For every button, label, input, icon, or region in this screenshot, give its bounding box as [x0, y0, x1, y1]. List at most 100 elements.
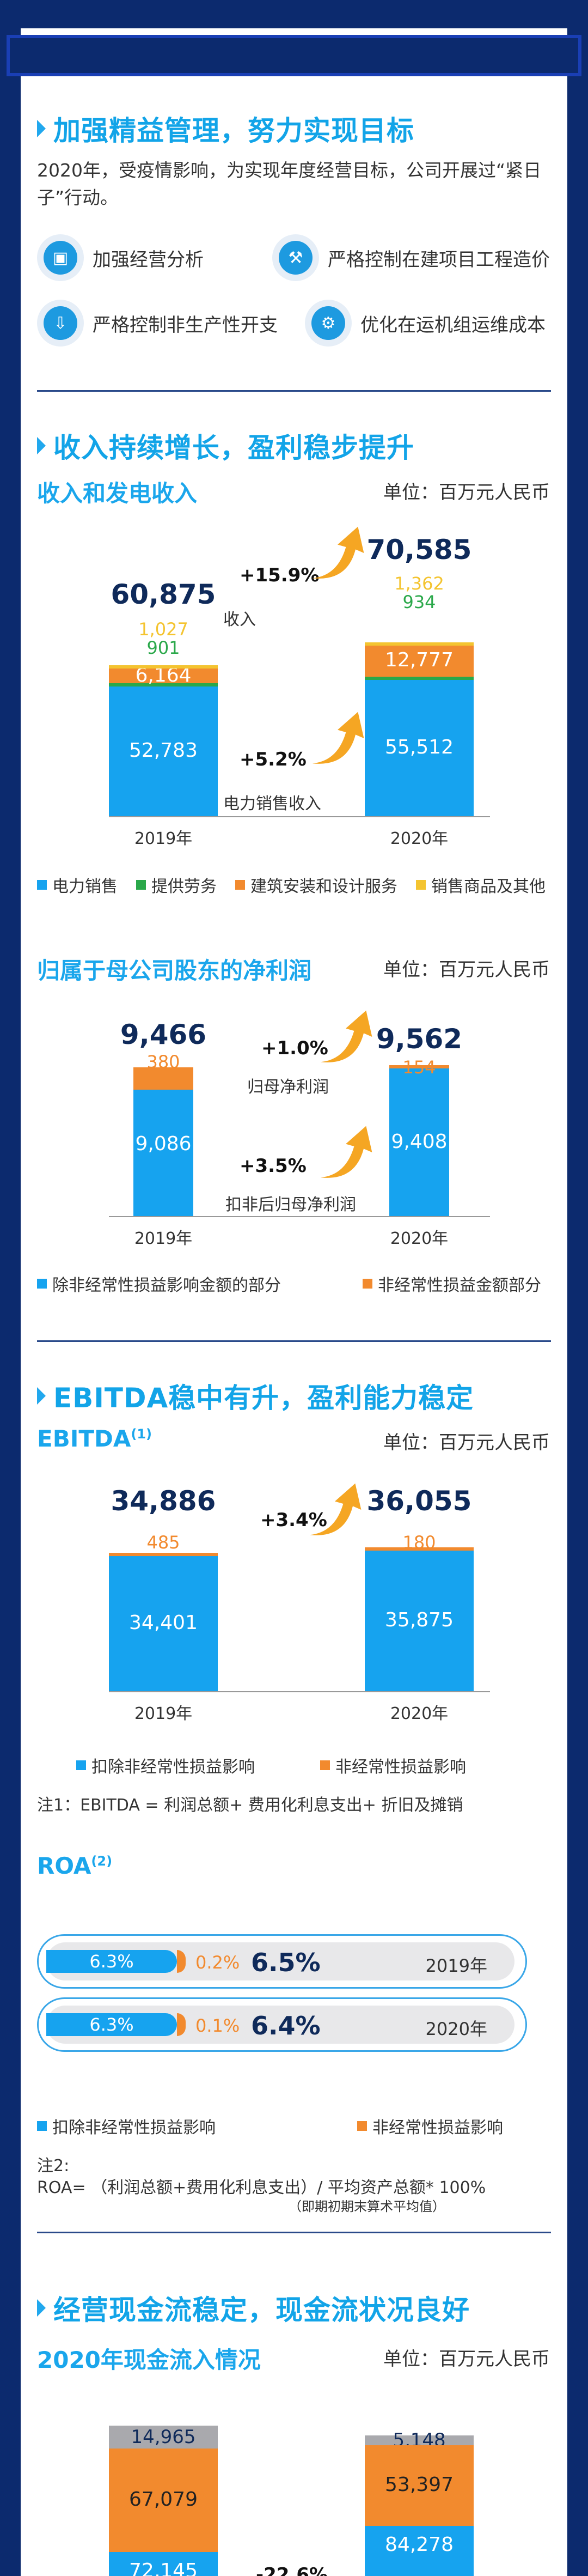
feature-item: ▣ 加强经营分析 [37, 234, 204, 281]
section-heading: 经营现金流稳定，现金流状况良好 [53, 2294, 470, 2326]
roa-bar: 6.3% [46, 2013, 186, 2036]
footnote: （即期初期末算术平均值） [289, 2199, 445, 2214]
bar-segment [109, 1553, 218, 1557]
intro-paragraph: 2020年，受疫情影响，为实现年度经营目标，公司开展过“紧日子”行动。 [37, 160, 542, 208]
growth-pct: +5.2% [240, 749, 307, 770]
total-value: 70,585 [366, 534, 472, 566]
roa-bar: 6.3% [46, 1950, 186, 1973]
maintenance-icon: ⚙ [305, 300, 352, 347]
legend-item: 非经常性损益金额部分 [363, 1272, 541, 1296]
growth-label: 扣非后归母净利润 [225, 1195, 356, 1214]
roa-track: 6.3% 0.1% 6.4% 2020年 [46, 2006, 514, 2044]
unit-label: 单位：百万元人民币 [383, 482, 550, 503]
feature-item: ⚙ 优化在运机组运维成本 [305, 300, 546, 347]
data-label: 485 [146, 1532, 180, 1553]
bar-segment [365, 2445, 474, 2526]
year-label: 2020年 [390, 829, 449, 848]
construction-icon: ⚒ [272, 234, 319, 281]
chart-subtitle: ROA(2) [37, 1852, 113, 1879]
triangle-icon [37, 437, 46, 454]
data-label: 380 [146, 1052, 180, 1072]
data-label: 154 [402, 1057, 436, 1078]
roa-row: 6.3% 0.1% 6.4% 2020年 [37, 1997, 527, 2052]
section-heading: 收入持续增长，盈利稳步提升 [53, 432, 414, 464]
roa-orange-value: 0.2% [195, 1952, 240, 1973]
total-value: 9,466 [120, 1019, 207, 1050]
feature-item: ⚒ 严格控制在建项目工程造价 [272, 234, 550, 281]
data-label: 934 [402, 592, 436, 612]
roa-orange-value: 0.1% [195, 2015, 240, 2036]
bar-segment [109, 686, 218, 816]
bar-segment [389, 1065, 449, 1069]
analysis-icon: ▣ [37, 234, 84, 281]
data-label: 14,965 [131, 2426, 196, 2448]
footnote: 注2: [37, 2156, 70, 2176]
bar-segment [365, 680, 474, 816]
chart-legend: 除非经常性损益影响金额的部分 非经常性损益金额部分 [37, 1272, 541, 1296]
legend-item: 建筑安装和设计服务 [235, 873, 397, 897]
unit-label: 单位：百万元人民币 [383, 2348, 550, 2370]
data-label: 84,278 [385, 2534, 454, 2556]
x-axis [109, 1691, 490, 1692]
bar-segment [133, 1067, 193, 1074]
year-label: 2019年 [134, 829, 193, 848]
roa-total: 6.4% [251, 2011, 321, 2040]
data-label: 53,397 [385, 2474, 454, 2496]
bar-segment [365, 1547, 474, 1551]
bar-segment [109, 668, 218, 684]
growth-arrow-icon [312, 526, 364, 579]
section-title-revenue: 收入持续增长，盈利稳步提升 [37, 426, 414, 465]
triangle-icon [37, 1387, 46, 1405]
data-label: 180 [402, 1532, 436, 1553]
data-label: 12,777 [385, 649, 454, 672]
growth-pct: +1.0% [261, 1037, 328, 1059]
data-label: 67,079 [129, 2488, 198, 2511]
legend-item: 非经常性损益影响 [357, 2114, 503, 2138]
bar-segment [109, 665, 218, 669]
x-axis [109, 1216, 490, 1217]
unit-label: 单位：百万元人民币 [383, 1432, 550, 1454]
data-label: 35,875 [385, 1608, 454, 1631]
chart-legend: 扣除非经常性损益影响 非经常性损益影响 [76, 1753, 466, 1777]
roa-track: 6.3% 0.2% 6.5% 2019年 [46, 1942, 514, 1980]
feature-label: 严格控制在建项目工程造价 [328, 248, 550, 271]
growth-pct: -22.6% [256, 2564, 328, 2576]
divider [37, 2232, 551, 2233]
legend-item: 非经常性损益影响 [320, 1753, 466, 1777]
top-bar [0, 0, 588, 28]
bar-segment [365, 642, 474, 646]
section-heading: EBITDA稳中有升，盈利能力稳定 [53, 1382, 474, 1414]
data-label: 9,086 [135, 1133, 192, 1156]
bar-segment [109, 1556, 218, 1691]
chart-subtitle: 2020年现金流入情况 [37, 2347, 261, 2373]
data-label: 52,783 [129, 739, 198, 762]
page [21, 0, 567, 2576]
bar-segment [365, 1550, 474, 1691]
chart-subtitle: 归属于母公司股东的净利润 [37, 957, 312, 984]
feature-label: 加强经营分析 [93, 248, 204, 271]
roa-row: 6.3% 0.2% 6.5% 2019年 [37, 1934, 527, 1989]
top-banner [7, 35, 581, 76]
roa-total: 6.5% [251, 1948, 321, 1977]
growth-label: 收入 [223, 610, 256, 629]
data-label: 34,401 [129, 1612, 198, 1635]
roa-year: 2020年 [425, 2019, 487, 2039]
growth-label: 归母净利润 [247, 1078, 329, 1097]
feature-item: ⇩ 严格控制非生产性开支 [37, 300, 278, 347]
year-label: 2019年 [134, 1704, 193, 1723]
feature-label: 优化在运机组运维成本 [360, 314, 546, 336]
data-label: 9,408 [391, 1130, 448, 1153]
total-value: 60,875 [111, 579, 216, 610]
footnote: 注1：EBITDA = 利润总额+ 费用化利息支出+ 折旧及摊销 [37, 1796, 463, 1815]
divider [37, 1340, 551, 1342]
bar-segment [109, 683, 218, 687]
growth-pct: +3.4% [260, 1509, 327, 1531]
legend-item: 提供劳务 [136, 873, 217, 897]
data-label: 1,027 [138, 619, 188, 640]
growth-pct: +3.5% [240, 1155, 307, 1177]
unit-label: 单位：百万元人民币 [383, 959, 550, 981]
legend-item: 除非经常性损益影响金额的部分 [37, 1272, 281, 1296]
x-axis [109, 816, 490, 817]
bar-segment [109, 2449, 218, 2552]
divider [37, 390, 551, 392]
